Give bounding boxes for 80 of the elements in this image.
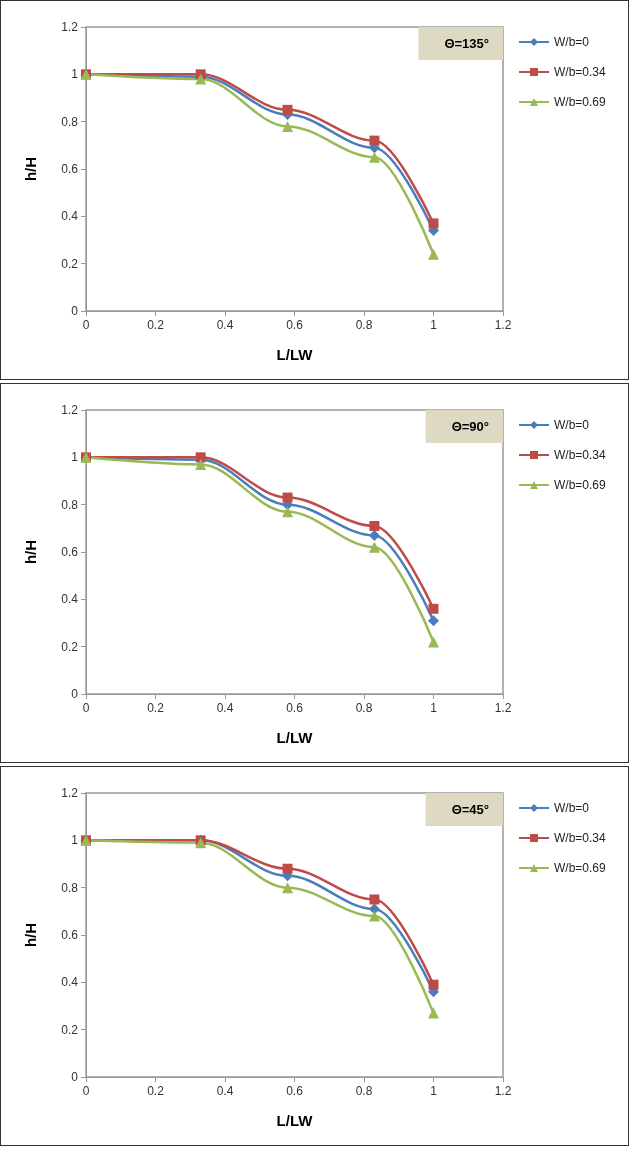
x-tick-label: 0.8 [355, 318, 373, 332]
x-axis-title: L/LW [276, 346, 314, 363]
y-tick-label: 0.6 [61, 928, 79, 942]
y-tick-label: 0.6 [61, 545, 79, 559]
x-tick-label: 0.8 [355, 701, 373, 715]
point [282, 882, 294, 894]
y-tick-label: 0.6 [61, 162, 79, 176]
legend-label: W/b=0.34 [554, 65, 607, 79]
x-tick-label: 1 [430, 701, 438, 715]
legend-label: W/b=0 [554, 35, 590, 49]
point [282, 120, 294, 132]
point [282, 104, 293, 115]
legend-label: W/b=0.34 [554, 831, 607, 845]
y-tick-label: 0.4 [61, 592, 79, 607]
x-tick-label: 1 [430, 1084, 438, 1098]
y-tick-label: 0.4 [61, 209, 79, 224]
x-tick-label: 1.2 [494, 701, 512, 715]
x-axis-title: L/LW [276, 1112, 314, 1129]
y-tick-label: 0 [71, 687, 79, 701]
x-tick-label: 0.2 [147, 318, 165, 332]
y-tick-label: 1.2 [61, 20, 79, 34]
annotation: Θ=45° [451, 802, 490, 817]
point [282, 492, 293, 503]
legend-label: W/b=0.69 [554, 478, 607, 492]
point [428, 218, 439, 229]
point [428, 979, 439, 990]
legend-label: W/b=0 [554, 801, 590, 815]
x-tick-label: 0.8 [355, 1084, 373, 1098]
x-tick-label: 1.2 [494, 1084, 512, 1098]
x-tick-label: 0.4 [216, 701, 234, 715]
y-tick-label: 0.2 [61, 1022, 79, 1037]
point [428, 1007, 439, 1019]
y-tick-label: 0.2 [61, 256, 79, 271]
point [369, 894, 380, 905]
x-tick-label: 0.6 [286, 701, 304, 715]
legend-label: W/b=0 [554, 418, 590, 432]
y-tick-label: 1.2 [61, 786, 79, 800]
legend-label: W/b=0.69 [554, 861, 607, 875]
x-tick-label: 0.4 [216, 318, 234, 332]
x-tick-label: 0 [82, 1084, 90, 1098]
x-tick-label: 0.2 [147, 1084, 165, 1098]
point [428, 636, 439, 648]
annotation: Θ=135° [444, 36, 489, 51]
y-axis-title: h/H [22, 922, 39, 948]
y-tick-label: 1.2 [61, 403, 79, 417]
point [428, 603, 439, 614]
y-tick-label: 0.8 [61, 497, 79, 512]
point [282, 506, 294, 518]
x-tick-label: 0 [82, 318, 90, 332]
point [195, 458, 207, 470]
x-tick-label: 1 [430, 318, 438, 332]
point [368, 151, 380, 163]
y-tick-label: 1 [71, 833, 79, 848]
point [282, 863, 293, 874]
x-tick-label: 0.6 [286, 1084, 304, 1098]
x-tick-label: 0.2 [147, 701, 165, 715]
x-axis-title: L/LW [276, 729, 314, 746]
y-tick-label: 1 [71, 450, 79, 465]
y-axis-title: h/H [22, 539, 39, 565]
point [368, 541, 380, 553]
x-tick-label: 1.2 [494, 318, 512, 332]
y-tick-label: 0.4 [61, 975, 79, 990]
point [368, 910, 380, 922]
y-tick-label: 0 [71, 1070, 79, 1084]
y-axis-title: h/H [22, 156, 39, 182]
annotation: Θ=90° [451, 419, 490, 434]
point [369, 135, 380, 146]
legend-label: W/b=0.34 [554, 448, 607, 462]
legend-label: W/b=0.69 [554, 95, 607, 109]
x-tick-label: 0 [82, 701, 90, 715]
x-tick-label: 0.4 [216, 1084, 234, 1098]
y-tick-label: 0.8 [61, 114, 79, 129]
point [369, 520, 380, 531]
y-tick-label: 0.8 [61, 880, 79, 895]
y-tick-label: 0.2 [61, 639, 79, 654]
y-tick-label: 1 [71, 67, 79, 82]
x-tick-label: 0.6 [286, 318, 304, 332]
y-tick-label: 0 [71, 304, 79, 318]
point [428, 248, 439, 260]
point [428, 615, 439, 627]
